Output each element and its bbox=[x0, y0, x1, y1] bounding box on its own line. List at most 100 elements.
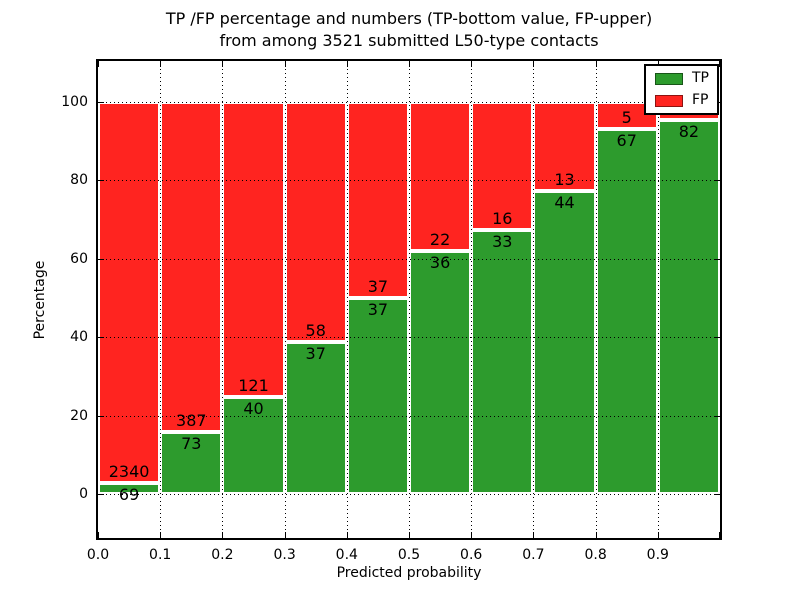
x-tick-label: 0.5 bbox=[397, 547, 421, 563]
y-tick-mark bbox=[714, 494, 720, 495]
tp-count-label: 44 bbox=[554, 193, 575, 213]
tp-count-label: 37 bbox=[367, 300, 389, 319]
legend-item-fp: FP bbox=[655, 93, 709, 108]
bar-segment-tp bbox=[284, 341, 347, 494]
bar-segment-tp bbox=[222, 396, 285, 494]
tp-swatch-icon bbox=[655, 72, 683, 85]
fp-count-label: 2340 bbox=[108, 461, 150, 481]
y-tick-label: 80 bbox=[70, 172, 88, 189]
bar-segment-tp bbox=[471, 230, 534, 494]
x-tick-label: 0.9 bbox=[646, 547, 669, 563]
bar-segment-tp bbox=[409, 250, 472, 494]
fp-count-label: 5 bbox=[621, 108, 632, 128]
bar-segment-fp bbox=[98, 102, 161, 483]
x-tick-mark bbox=[595, 61, 597, 67]
gridline-vertical bbox=[533, 61, 535, 538]
x-tick-label: 0.3 bbox=[273, 547, 296, 563]
bar-segment-tp bbox=[595, 129, 658, 494]
y-tick-label: 20 bbox=[70, 407, 88, 424]
y-tick-mark bbox=[98, 494, 104, 495]
fp-count-label: 16 bbox=[492, 209, 513, 229]
y-tick-mark bbox=[98, 102, 104, 103]
bar-segment-fp bbox=[471, 102, 534, 231]
x-tick-mark bbox=[533, 61, 535, 67]
tp-count-label: 40 bbox=[243, 398, 264, 418]
x-tick-mark bbox=[346, 61, 348, 67]
bar-segment-fp bbox=[346, 102, 409, 298]
tp-count-label: 37 bbox=[305, 343, 326, 363]
x-tick-mark bbox=[409, 61, 410, 67]
bar-segment-fp bbox=[160, 102, 223, 432]
bar-segment-tp bbox=[533, 191, 596, 494]
y-tick-label: 0 bbox=[79, 486, 88, 502]
tp-count-label: 36 bbox=[429, 252, 451, 272]
gridline-vertical bbox=[222, 61, 224, 538]
chart-title-line2: from among 3521 submitted L50-type conta… bbox=[219, 31, 599, 50]
bar-segment-fp bbox=[533, 102, 596, 192]
y-tick-mark bbox=[98, 415, 104, 417]
y-axis-label: Percentage bbox=[32, 260, 48, 340]
x-tick-label: 0.7 bbox=[522, 547, 545, 563]
x-tick-mark bbox=[284, 61, 286, 67]
y-tick-label: 40 bbox=[70, 329, 88, 346]
x-tick-mark bbox=[471, 61, 473, 67]
fp-count-label: 37 bbox=[367, 277, 389, 296]
fp-count-label: 58 bbox=[305, 320, 326, 340]
tp-count-label: 67 bbox=[616, 131, 637, 151]
x-tick-mark bbox=[595, 532, 597, 538]
chart-title: TP /FP percentage and numbers (TP-bottom… bbox=[96, 8, 722, 52]
bar-segment-fp bbox=[284, 102, 347, 342]
gridline-vertical bbox=[284, 61, 286, 538]
y-tick-mark bbox=[98, 258, 104, 260]
x-tick-mark bbox=[160, 61, 162, 67]
x-tick-mark bbox=[471, 532, 473, 538]
legend: TP FP bbox=[644, 64, 719, 115]
fp-count-label: 121 bbox=[238, 375, 269, 395]
tp-count-label: 73 bbox=[181, 433, 202, 453]
y-tick-mark bbox=[98, 337, 104, 339]
x-tick-mark bbox=[409, 532, 410, 538]
x-tick-mark bbox=[719, 61, 720, 67]
x-tick-mark bbox=[98, 61, 99, 67]
gridline-vertical bbox=[471, 61, 473, 538]
fp-count-label: 387 bbox=[176, 410, 207, 430]
bar-segment-fp bbox=[222, 102, 285, 397]
fp-count-label: 13 bbox=[554, 170, 575, 190]
gridline-vertical bbox=[409, 61, 410, 538]
x-tick-mark bbox=[284, 532, 286, 538]
gridline-vertical bbox=[595, 61, 597, 538]
y-tick-mark bbox=[714, 180, 720, 182]
x-tick-label: 0.0 bbox=[86, 547, 110, 563]
bar-segment-fp bbox=[409, 102, 472, 251]
tp-count-label: 82 bbox=[678, 122, 700, 142]
x-tick-mark bbox=[719, 532, 720, 538]
tp-count-label: 69 bbox=[118, 484, 140, 504]
y-tick-mark bbox=[714, 337, 720, 339]
fp-swatch-icon bbox=[655, 94, 683, 107]
x-tick-mark bbox=[98, 532, 99, 538]
y-tick-mark bbox=[714, 415, 720, 417]
x-tick-label: 0.8 bbox=[584, 547, 607, 563]
legend-label-tp: TP bbox=[692, 70, 709, 86]
y-tick-label: 60 bbox=[70, 250, 88, 267]
chart-title-line1: TP /FP percentage and numbers (TP-bottom… bbox=[165, 9, 653, 28]
x-tick-mark bbox=[657, 532, 659, 538]
gridline-vertical bbox=[346, 61, 348, 538]
gridline-vertical bbox=[160, 61, 162, 538]
y-tick-label: 100 bbox=[61, 94, 88, 110]
x-tick-label: 0.6 bbox=[460, 547, 483, 563]
tp-count-label: 33 bbox=[492, 232, 513, 252]
y-tick-mark bbox=[714, 258, 720, 260]
x-tick-label: 0.4 bbox=[335, 547, 358, 563]
bar-segment-tp bbox=[346, 298, 409, 494]
y-tick-mark bbox=[98, 180, 104, 182]
legend-item-tp: TP bbox=[655, 71, 709, 86]
gridline-vertical bbox=[657, 61, 659, 538]
bar-segment-tp bbox=[160, 431, 223, 494]
legend-label-fp: FP bbox=[692, 92, 709, 108]
plot-area: 2340 69 387 73 121 40 58 37 37 37 22 36 16 33 13 44 5 67 8… bbox=[96, 59, 722, 540]
x-tick-label: 0.2 bbox=[211, 547, 234, 563]
x-tick-mark bbox=[222, 532, 224, 538]
bar-segment-tp bbox=[657, 120, 720, 494]
